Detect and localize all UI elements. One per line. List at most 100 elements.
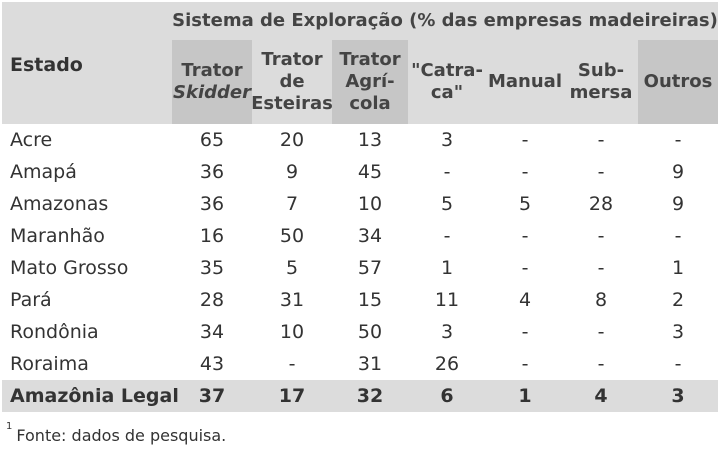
- column-header-line: Trator: [261, 49, 323, 70]
- column-header: Trator Agrí-cola: [332, 40, 408, 124]
- value-cell: 28: [199, 289, 225, 311]
- value-cell: 17: [278, 385, 306, 407]
- column-header-line: Sub-: [577, 60, 625, 81]
- value-cell: 11: [434, 289, 460, 311]
- value-cell: 4: [594, 385, 608, 407]
- value-cell: -: [597, 353, 605, 375]
- value-cell: 35: [199, 257, 225, 279]
- value-cell: 3: [671, 385, 685, 407]
- value-cell: 5: [440, 193, 454, 215]
- value-cell: 2: [671, 289, 685, 311]
- column-header-line: "Catra-: [411, 60, 483, 81]
- value-cell: 6: [440, 385, 454, 407]
- column-header-line: Outros: [643, 71, 713, 92]
- value-cell: -: [674, 353, 682, 375]
- value-cell: 3: [671, 321, 685, 343]
- value-cell: 34: [357, 225, 383, 247]
- value-cell: -: [521, 353, 529, 375]
- value-cell: 3: [440, 321, 454, 343]
- value-cell: 50: [357, 321, 383, 343]
- value-cell: -: [597, 321, 605, 343]
- value-cell: 31: [279, 289, 305, 311]
- value-cell: 32: [356, 385, 384, 407]
- column-header-line: mersa: [569, 82, 633, 103]
- column-header-line: cola: [349, 93, 391, 114]
- value-cell: 3: [440, 129, 454, 151]
- state-cell: Acre: [10, 129, 53, 151]
- value-cell: 8: [594, 289, 608, 311]
- value-cell: 43: [199, 353, 225, 375]
- total-row: Amazônia Legal 37 17 32 6 1 4 3: [2, 380, 718, 412]
- value-cell: 1: [671, 257, 685, 279]
- value-cell: 50: [279, 225, 305, 247]
- value-cell: 1: [518, 385, 532, 407]
- column-header-line: ca": [430, 82, 464, 103]
- value-cell: 4: [518, 289, 532, 311]
- value-cell: 36: [199, 161, 225, 183]
- table-row: Maranhão 16 50 34 - - - -: [2, 220, 718, 252]
- state-cell: Pará: [10, 289, 52, 311]
- column-header: Trator Skidder: [172, 40, 252, 124]
- state-cell: Rondônia: [10, 321, 99, 343]
- value-cell: -: [674, 225, 682, 247]
- state-cell: Maranhão: [10, 225, 105, 247]
- value-cell: 34: [199, 321, 225, 343]
- value-cell: 26: [434, 353, 460, 375]
- value-cell: -: [597, 257, 605, 279]
- footnote: 1 Fonte: dados de pesquisa.: [6, 421, 226, 445]
- table-row: Amapá 36 9 45 - - - 9: [2, 156, 718, 188]
- state-cell: Amazonas: [10, 193, 109, 215]
- value-cell: -: [521, 129, 529, 151]
- value-cell: 5: [518, 193, 532, 215]
- column-header: Trator de Esteiras: [251, 40, 333, 124]
- column-header: "Catra-ca": [408, 40, 486, 124]
- column-header-line: Trator: [181, 60, 243, 81]
- state-cell: Mato Grosso: [10, 257, 129, 279]
- state-cell: Roraima: [10, 353, 89, 375]
- value-cell: -: [443, 161, 451, 183]
- value-cell: 5: [285, 257, 299, 279]
- state-cell: Amazônia Legal: [10, 385, 179, 407]
- footnote-marker: 1: [6, 420, 13, 432]
- value-cell: -: [521, 161, 529, 183]
- value-cell: -: [521, 225, 529, 247]
- data-table: Estado Sistema de Exploração (% das empr…: [2, 2, 718, 412]
- state-cell: Amapá: [10, 161, 77, 183]
- table-row: Acre 65 20 13 3 - - -: [2, 124, 718, 156]
- value-cell: 10: [357, 193, 383, 215]
- value-cell: 36: [199, 193, 225, 215]
- value-cell: 31: [357, 353, 383, 375]
- value-cell: 28: [588, 193, 614, 215]
- value-cell: 9: [285, 161, 299, 183]
- column-header: Sub-mersa: [564, 40, 638, 124]
- column-header-line: Trator: [339, 49, 401, 70]
- column-header-line: Esteiras: [251, 93, 333, 114]
- table-row: Amazonas 36 7 10 5 5 28 9: [2, 188, 718, 220]
- column-header: Outros: [638, 40, 718, 124]
- value-cell: -: [288, 353, 296, 375]
- value-cell: 9: [671, 161, 685, 183]
- value-cell: 57: [357, 257, 383, 279]
- value-cell: 16: [199, 225, 225, 247]
- value-cell: 65: [199, 129, 225, 151]
- column-header-line: Manual: [487, 71, 562, 92]
- value-cell: 20: [279, 129, 305, 151]
- value-cell: -: [521, 257, 529, 279]
- value-cell: 10: [279, 321, 305, 343]
- value-cell: -: [597, 161, 605, 183]
- value-cell: -: [597, 225, 605, 247]
- column-header-line: Skidder: [173, 82, 251, 103]
- state-column-header: Estado: [2, 2, 172, 124]
- value-cell: 45: [357, 161, 383, 183]
- value-cell: 15: [357, 289, 383, 311]
- value-cell: -: [443, 225, 451, 247]
- group-header: Sistema de Exploração (% das empresas ma…: [172, 10, 718, 31]
- value-cell: 1: [440, 257, 454, 279]
- table-row: Mato Grosso 35 5 57 1 - - 1: [2, 252, 718, 284]
- column-header-line: Agrí-: [345, 71, 395, 92]
- column-header-line: de: [279, 71, 305, 92]
- column-header: Manual: [486, 40, 564, 124]
- value-cell: 7: [285, 193, 299, 215]
- state-header-label: Estado: [10, 54, 83, 76]
- value-cell: 13: [357, 129, 383, 151]
